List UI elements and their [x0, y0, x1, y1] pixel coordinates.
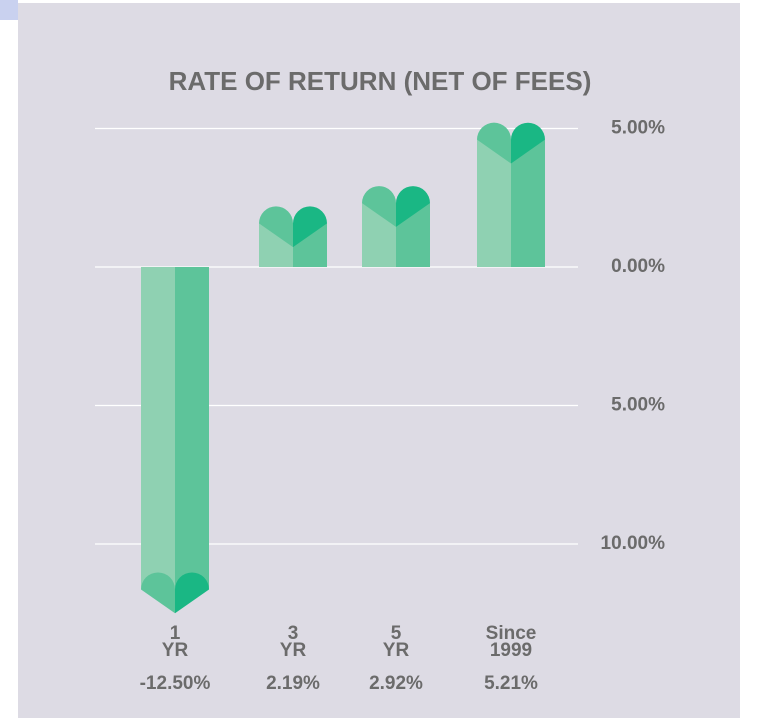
chart-title: RATE OF RETURN (NET OF FEES)	[169, 66, 592, 96]
x-tick-label: Since 1999	[485, 623, 537, 661]
bar	[175, 267, 209, 590]
y-tick-label: 5.00%	[611, 118, 665, 139]
value-label: 2.19%	[266, 673, 320, 694]
heart	[141, 572, 175, 614]
y-tick-label: 0.00%	[611, 256, 665, 277]
chart-panel	[18, 3, 740, 718]
x-tick-label: 3 YR	[279, 623, 307, 661]
heart	[259, 206, 293, 248]
value-label: 2.92%	[369, 673, 423, 694]
heart	[362, 186, 396, 227]
bar	[141, 267, 175, 590]
heart	[293, 206, 327, 248]
corner-tab	[0, 0, 18, 20]
bar	[511, 139, 545, 267]
heart	[175, 572, 209, 614]
y-tick-label: 5.00%	[611, 395, 665, 416]
value-label: -12.50%	[139, 673, 211, 694]
value-label: 5.21%	[484, 673, 538, 694]
bar	[477, 139, 511, 267]
heart	[511, 122, 545, 164]
x-tick-label: 1 YR	[161, 623, 189, 661]
heart	[396, 186, 430, 227]
heart	[477, 122, 511, 164]
y-tick-label: 10.00%	[601, 533, 666, 554]
x-tick-label: 5 YR	[382, 623, 410, 661]
